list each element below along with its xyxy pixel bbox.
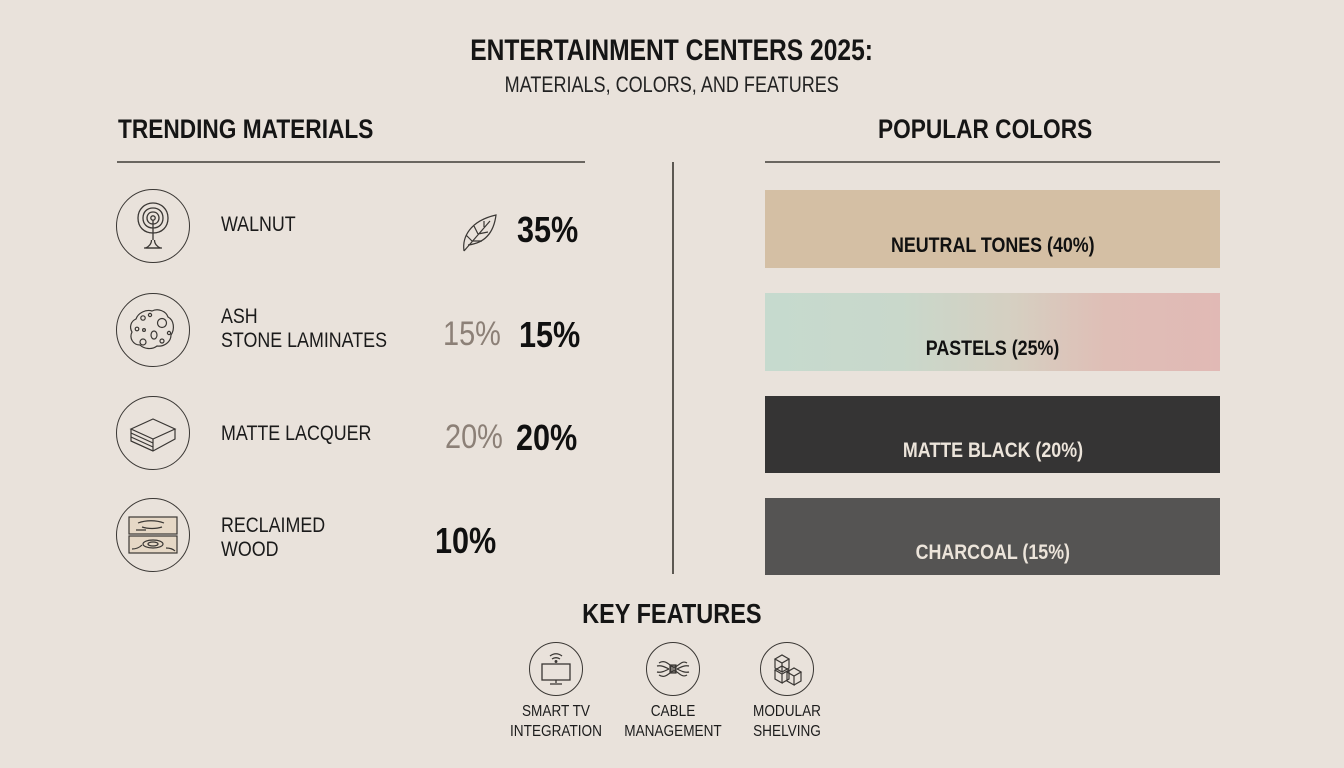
smart-tv-icon bbox=[529, 642, 583, 696]
features-heading: KEY FEATURES bbox=[582, 598, 762, 629]
page-title: ENTERTAINMENT CENTERS 2025: bbox=[470, 34, 874, 67]
color-swatch-pastels: PASTELS (25%) bbox=[765, 293, 1220, 371]
feature-label: CABLE MANAGEMENT bbox=[624, 703, 722, 740]
material-percentage: 20% bbox=[516, 417, 578, 458]
center-divider bbox=[672, 162, 674, 574]
material-percentage: 15% bbox=[519, 314, 581, 355]
feature-modular-shelving: MODULAR SHELVING bbox=[722, 642, 852, 742]
leaf-icon bbox=[456, 207, 504, 260]
materials-divider bbox=[117, 161, 585, 163]
material-row-matte-lacquer: MATTE LACQUER 20% 20% bbox=[116, 396, 596, 472]
color-swatch-charcoal: CHARCOAL (15%) bbox=[765, 498, 1220, 575]
color-swatch-neutral-tones: NEUTRAL TONES (40%) bbox=[765, 190, 1220, 268]
material-percentage: 10% bbox=[435, 520, 497, 561]
color-swatch-matte-black: MATTE BLACK (20%) bbox=[765, 396, 1220, 473]
feature-smart-tv: SMART TV INTEGRATION bbox=[491, 642, 621, 742]
material-label: MATTE LACQUER bbox=[221, 422, 372, 445]
feature-cable-management: CABLE MANAGEMENT bbox=[608, 642, 738, 742]
material-percentage-ghost: 20% bbox=[445, 418, 503, 456]
material-row-ash-stone-laminates: ASH STONE LAMINATES 15% 15% bbox=[116, 293, 596, 369]
material-label: RECLAIMED WOOD bbox=[221, 514, 326, 561]
feature-label: MODULAR SHELVING bbox=[752, 703, 821, 740]
material-row-reclaimed-wood: RECLAIMED WOOD 10% bbox=[116, 498, 596, 574]
wood-planks-icon bbox=[116, 498, 190, 572]
material-percentage-ghost: 15% bbox=[443, 315, 501, 353]
feature-label: SMART TV INTEGRATION bbox=[510, 703, 602, 740]
lacquer-slab-icon bbox=[116, 396, 190, 470]
material-percentage: 35% bbox=[517, 209, 579, 250]
cable-icon bbox=[646, 642, 700, 696]
material-row-walnut: WALNUT 35% bbox=[116, 189, 596, 265]
colors-divider bbox=[765, 161, 1220, 163]
materials-heading: TRENDING MATERIALS bbox=[118, 114, 374, 144]
modular-boxes-icon bbox=[760, 642, 814, 696]
tree-rings-icon bbox=[116, 189, 190, 263]
colors-heading: POPULAR COLORS bbox=[878, 114, 1093, 144]
material-label: WALNUT bbox=[221, 213, 296, 236]
material-label: ASH STONE LAMINATES bbox=[221, 305, 387, 352]
page-subtitle: MATERIALS, COLORS, AND FEATURES bbox=[504, 72, 840, 97]
stone-icon bbox=[116, 293, 190, 367]
